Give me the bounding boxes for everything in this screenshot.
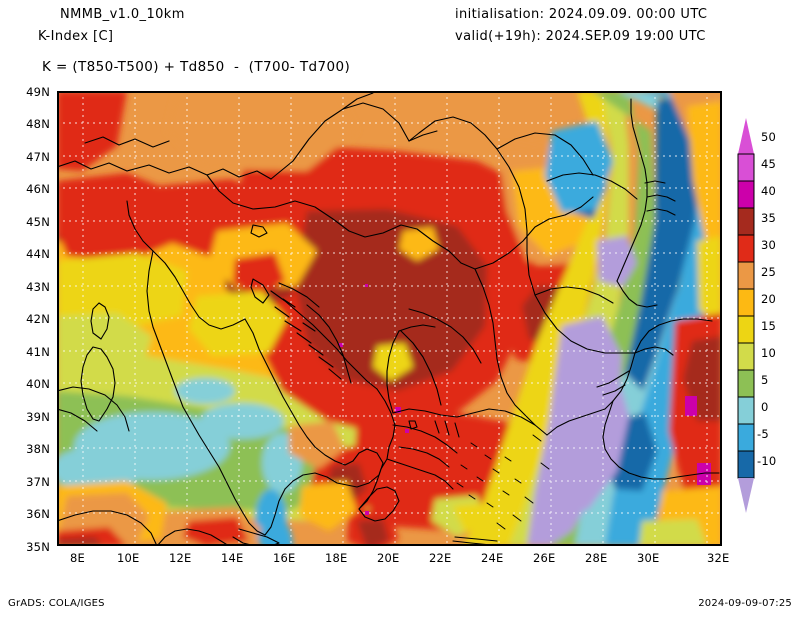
cb-tick-m10: -10 (757, 454, 777, 468)
cb-tick-15: 15 (761, 319, 777, 333)
field-shading (57, 91, 722, 546)
y-tick-38N: 38N (26, 442, 50, 456)
y-tick-46N: 46N (26, 182, 50, 196)
initialisation-label: initialisation: 2024.09.09. 00:00 UTC (455, 7, 708, 22)
field-name-label: K-Index [C] (38, 29, 114, 44)
colorbar-over-arrow (738, 118, 754, 154)
colorbar[interactable] (736, 118, 796, 517)
kindex-heatmap (57, 91, 722, 546)
y-tick-47N: 47N (26, 150, 50, 164)
cb-tick-30: 30 (761, 238, 777, 252)
cb-tick-m5: -5 (757, 427, 769, 441)
y-tick-49N: 49N (26, 85, 50, 99)
formula-label: K = (T850-T500) + Td850 - (T700- Td700) (42, 59, 351, 75)
x-tick-14E: 14E (221, 551, 244, 565)
cb-tick-10: 10 (761, 346, 777, 360)
y-tick-41N: 41N (26, 345, 50, 359)
x-tick-32E: 32E (707, 551, 730, 565)
extreme-hotspots (339, 284, 711, 515)
cb-tick-20: 20 (761, 292, 777, 306)
x-tick-18E: 18E (325, 551, 348, 565)
plot-frame (57, 91, 722, 546)
y-tick-44N: 44N (26, 247, 50, 261)
y-tick-39N: 39N (26, 410, 50, 424)
x-tick-22E: 22E (429, 551, 452, 565)
map-gridlines (57, 91, 722, 546)
y-tick-45N: 45N (26, 215, 50, 229)
y-tick-43N: 43N (26, 280, 50, 294)
x-tick-10E: 10E (117, 551, 140, 565)
cb-tick-50: 50 (761, 130, 777, 144)
y-tick-48N: 48N (26, 117, 50, 131)
y-tick-40N: 40N (26, 377, 50, 391)
cb-tick-5: 5 (761, 373, 769, 387)
y-tick-42N: 42N (26, 312, 50, 326)
x-tick-26E: 26E (533, 551, 556, 565)
colorbar-bands (737, 153, 755, 479)
map-plot-area[interactable] (57, 91, 722, 546)
footer-timestamp: 2024-09-09-07:25 (698, 598, 792, 609)
model-name-label: NMMB_v1.0_10km (60, 7, 185, 22)
cb-tick-35: 35 (761, 211, 777, 225)
x-tick-20E: 20E (377, 551, 400, 565)
x-tick-12E: 12E (169, 551, 192, 565)
x-tick-28E: 28E (585, 551, 608, 565)
x-tick-30E: 30E (637, 551, 660, 565)
cb-tick-45: 45 (761, 157, 777, 171)
y-tick-35N: 35N (26, 540, 50, 554)
x-tick-16E: 16E (273, 551, 296, 565)
cb-tick-0: 0 (761, 400, 769, 414)
y-tick-37N: 37N (26, 475, 50, 489)
colorbar-under-arrow (738, 478, 754, 513)
x-tick-24E: 24E (481, 551, 504, 565)
valid-time-label: valid(+19h): 2024.SEP.09 19:00 UTC (455, 29, 706, 44)
cb-tick-40: 40 (761, 184, 777, 198)
y-tick-36N: 36N (26, 507, 50, 521)
footer-credit: GrADS: COLA/IGES (8, 598, 105, 609)
x-tick-8E: 8E (70, 551, 85, 565)
cb-tick-25: 25 (761, 265, 777, 279)
